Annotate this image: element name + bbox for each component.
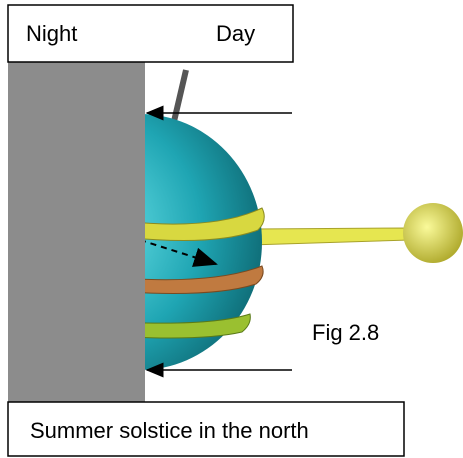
caption: Summer solstice in the north: [30, 418, 309, 443]
figure-label: Fig 2.8: [312, 320, 379, 345]
rod: [250, 228, 410, 245]
night-shadow: [8, 62, 145, 402]
sun-ball: [403, 203, 463, 263]
diagram: Night Day Fig 2.8 Summer solstice in the…: [0, 0, 463, 458]
night-label: Night: [26, 21, 77, 46]
day-label: Day: [216, 21, 255, 46]
